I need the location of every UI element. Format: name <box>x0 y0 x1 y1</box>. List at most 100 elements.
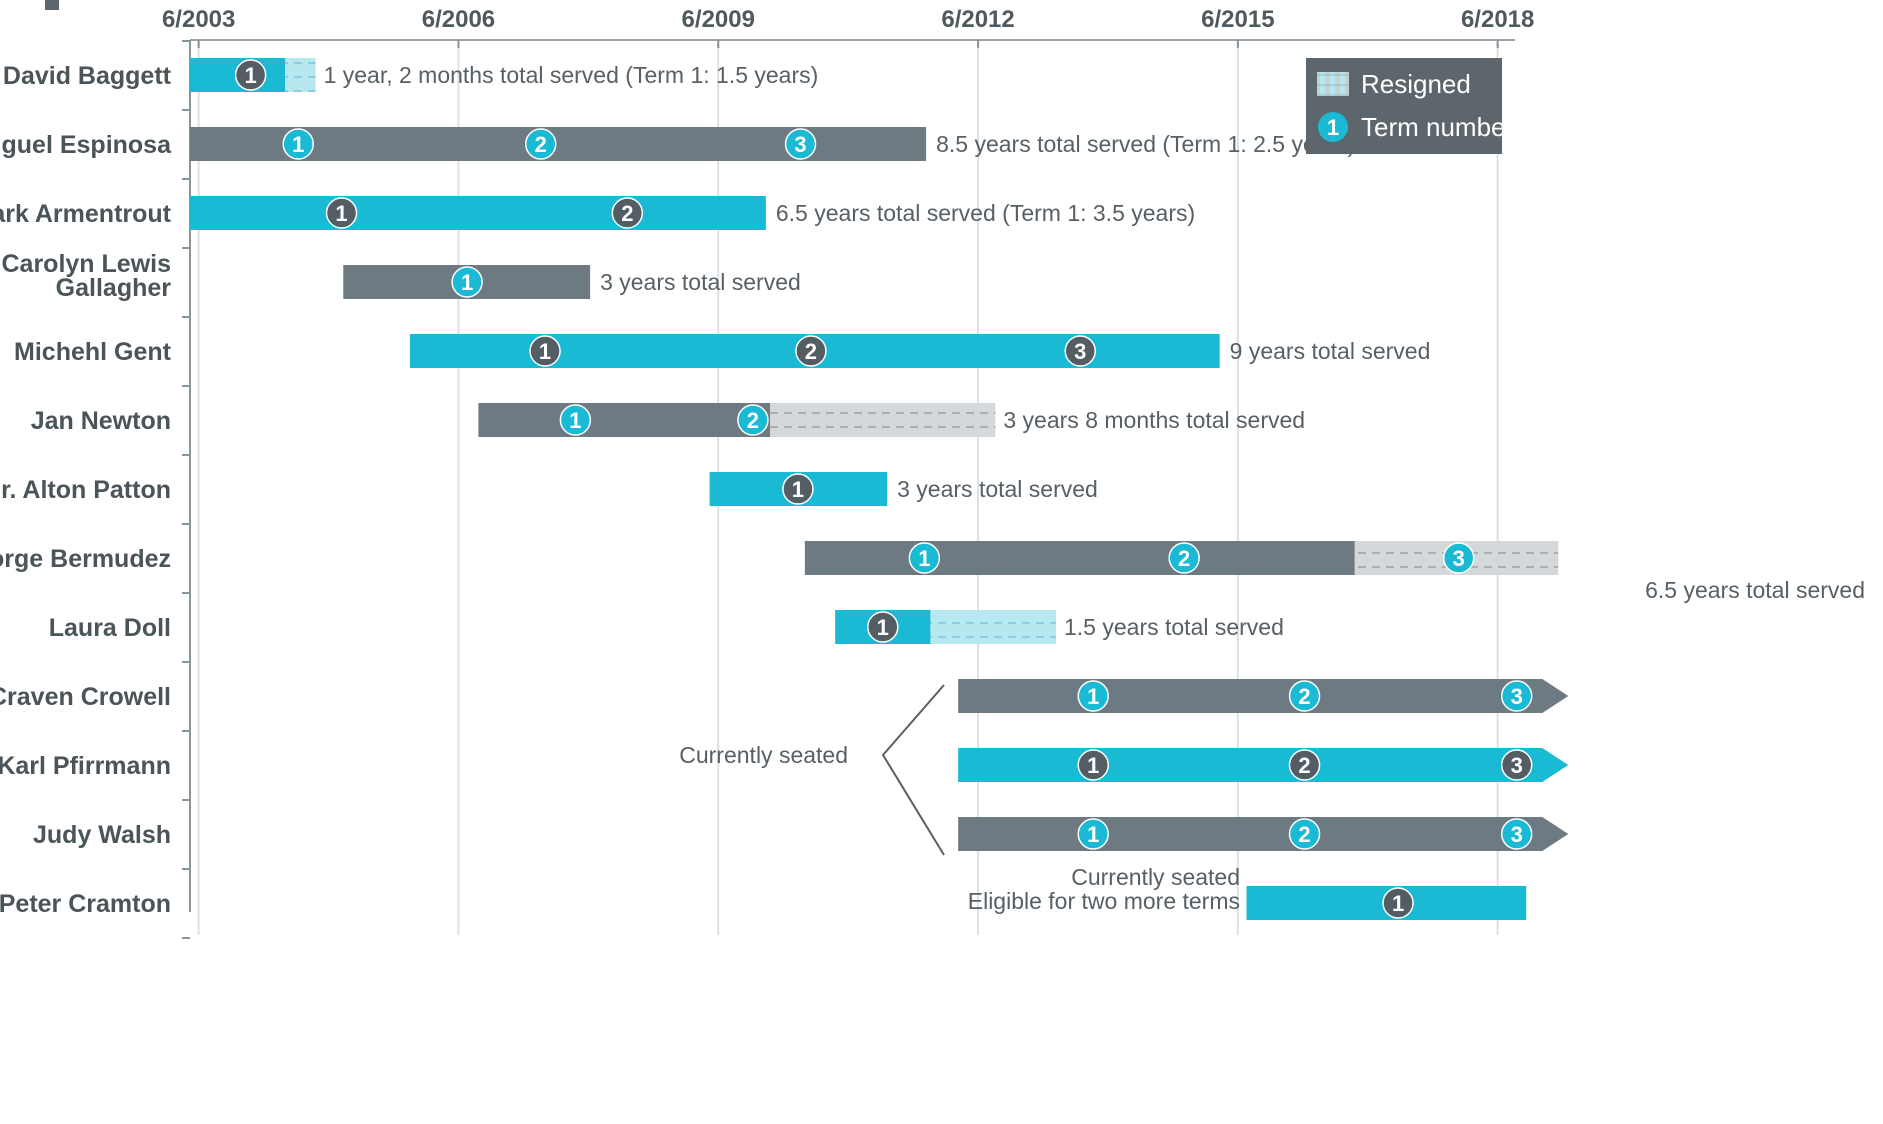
term-number: 3 <box>1511 753 1523 778</box>
term-number: 3 <box>794 132 806 157</box>
row-label: Michehl Gent <box>14 338 172 366</box>
term-number: 1 <box>1087 753 1099 778</box>
term-badge <box>1442 542 1475 574</box>
term-number: 1 <box>918 546 930 571</box>
term-badge <box>1318 112 1348 142</box>
term-number: 1 <box>1327 115 1339 140</box>
term-number: 2 <box>1298 753 1310 778</box>
term-badge <box>1168 542 1200 574</box>
tenure-bar <box>190 196 766 230</box>
resigned-segment <box>930 610 1056 644</box>
row-label: Mark Armentrout <box>0 200 172 228</box>
row-label: David Baggett <box>3 62 172 90</box>
total-served-label: 6.5 years total served (Term 1: 3.5 year… <box>776 200 1195 226</box>
row-label: Craven Crowell <box>0 683 171 711</box>
bars: 1 1 year, 2 months total served (Term 1: … <box>190 58 1865 920</box>
x-axis: 6/2003 6/2006 6/2009 6/2012 6/2015 6/2018 <box>162 6 1534 939</box>
term-badge <box>908 542 941 574</box>
term-number: 3 <box>1511 822 1523 847</box>
total-served-label: 3 years 8 months total served <box>1003 407 1305 433</box>
row-label: Carolyn Lewis <box>2 250 172 278</box>
term-number: 1 <box>292 132 304 157</box>
term-badge <box>559 404 592 436</box>
row-label: Gallagher <box>56 274 172 302</box>
term-number: 2 <box>1298 684 1310 709</box>
resigned-segment <box>285 58 316 92</box>
tenure-bar <box>958 679 1569 713</box>
term-number: 1 <box>335 201 347 226</box>
term-badge <box>611 197 644 229</box>
term-number: 1 <box>877 615 889 640</box>
term-badge <box>1288 680 1321 712</box>
term-badge <box>529 335 561 367</box>
term-badge <box>234 59 267 91</box>
term-badge <box>1382 887 1414 919</box>
row-label: Peter Cramton <box>0 890 171 918</box>
bracket <box>881 684 945 856</box>
legend-label: Term number <box>1361 112 1514 142</box>
term-number: 3 <box>1453 546 1465 571</box>
term-badge <box>1288 749 1321 781</box>
term-badge <box>282 128 314 160</box>
term-badge <box>325 197 358 229</box>
legend-label: Resigned <box>1361 69 1471 99</box>
term-badge <box>1077 818 1109 850</box>
row-label: Karl Pfirrmann <box>0 752 171 780</box>
total-served-label: 1 year, 2 months total served (Term 1: 1… <box>324 62 819 88</box>
term-number: 1 <box>461 270 473 295</box>
x-tick-label: 6/2018 <box>1461 6 1534 33</box>
term-badge <box>451 266 483 298</box>
x-tick-label: 6/2003 <box>162 6 235 33</box>
total-served-label: 3 years total served <box>897 476 1098 502</box>
term-number: 1 <box>1087 684 1099 709</box>
legend: Resigned 1 Term number <box>1306 58 1514 154</box>
resigned-swatch <box>1317 72 1349 96</box>
currently-seated-note: Currently seated <box>679 742 848 768</box>
total-served-label: 6.5 years total served <box>1645 577 1865 603</box>
term-badge <box>782 473 814 505</box>
corner-mark <box>45 0 59 10</box>
term-number: 1 <box>244 63 256 88</box>
term-badge <box>737 404 769 436</box>
tenure-bar <box>958 748 1569 782</box>
term-number: 1 <box>569 408 581 433</box>
currently-seated-note: Currently seated <box>1071 864 1240 890</box>
term-number: 2 <box>621 201 633 226</box>
x-tick-label: 6/2009 <box>682 6 755 33</box>
term-number: 1 <box>539 339 551 364</box>
x-tick-label: 6/2006 <box>422 6 495 33</box>
x-tick-label: 6/2012 <box>941 6 1014 33</box>
row-label: Judy Walsh <box>33 821 171 849</box>
term-number: 1 <box>1392 891 1404 916</box>
currently-seated-note: Eligible for two more terms <box>968 888 1240 914</box>
term-number: 2 <box>1298 822 1310 847</box>
term-badge <box>524 128 557 160</box>
row-label: Dr. Alton Patton <box>0 476 171 504</box>
term-number: 2 <box>1178 546 1190 571</box>
x-tick-label: 6/2015 <box>1201 6 1274 33</box>
tenure-bar <box>478 403 771 437</box>
row-labels: David Baggett Miguel Espinosa Mark Armentr… <box>0 62 172 918</box>
term-number: 1 <box>792 477 804 502</box>
term-badge <box>1064 335 1096 367</box>
term-number: 2 <box>535 132 547 157</box>
total-served-label: 1.5 years total served <box>1064 614 1284 640</box>
resigned-segment <box>770 403 996 437</box>
row-label: Miguel Espinosa <box>0 131 172 159</box>
term-number: 1 <box>1087 822 1099 847</box>
term-badge <box>1500 818 1533 850</box>
term-badge <box>795 335 827 367</box>
row-label: Laura Doll <box>49 614 171 642</box>
term-badge <box>1288 818 1321 850</box>
term-badge <box>1077 680 1109 712</box>
term-badge <box>784 128 817 160</box>
term-badge <box>1077 749 1109 781</box>
row-label: Jorge Bermudez <box>0 545 171 573</box>
term-number: 3 <box>1074 339 1086 364</box>
term-number: 2 <box>805 339 817 364</box>
tenure-bar <box>804 541 1355 575</box>
term-badge <box>1500 749 1533 781</box>
row-label: Jan Newton <box>31 407 171 435</box>
